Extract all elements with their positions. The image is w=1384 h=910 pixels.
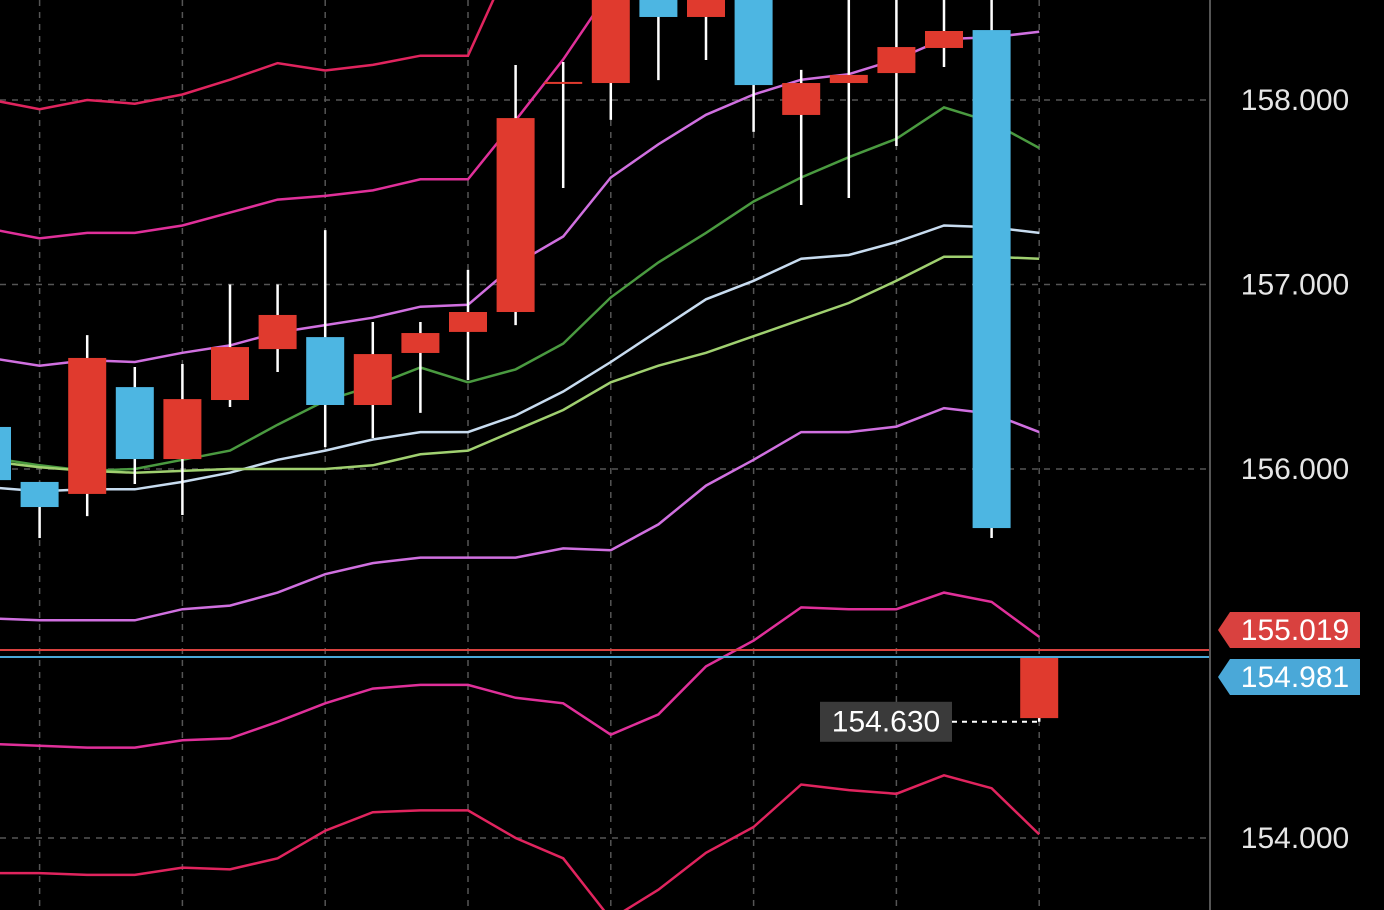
candle-body xyxy=(829,74,868,84)
candle-body xyxy=(687,0,725,17)
candle-body xyxy=(734,0,773,86)
candle-body xyxy=(258,314,297,350)
candle-body xyxy=(544,81,583,84)
candle-body xyxy=(68,357,107,494)
y-tick-label: 158.000 xyxy=(1241,84,1349,117)
candle-body xyxy=(401,333,440,353)
low-marker-label: 154.630 xyxy=(832,706,940,739)
indicator-line xyxy=(0,106,1040,473)
indicator-line xyxy=(0,255,1040,474)
y-tick-label: 154.000 xyxy=(1241,822,1349,855)
indicator-line xyxy=(0,591,1040,749)
candle-body xyxy=(20,481,59,508)
y-tick-label: 157.000 xyxy=(1241,268,1349,301)
y-tick-label: 156.000 xyxy=(1241,453,1349,486)
candle-body xyxy=(925,30,963,48)
candle-body xyxy=(306,337,345,405)
indicator-line xyxy=(0,0,495,111)
candle-body xyxy=(211,347,249,401)
candle-body xyxy=(496,118,535,313)
low-marker-box xyxy=(820,701,952,742)
candle-body xyxy=(972,30,1011,529)
candle-body xyxy=(0,426,11,481)
candle-body xyxy=(449,312,487,332)
candle-body xyxy=(591,0,630,84)
candle-body xyxy=(639,0,678,17)
y-axis: 154.000 156.000 157.000 158.000 xyxy=(1241,84,1349,855)
candle-body xyxy=(163,399,202,460)
candle-body xyxy=(115,387,154,460)
candle-body xyxy=(782,83,821,115)
price-tag-label: 154.981 xyxy=(1241,661,1349,694)
indicator-line xyxy=(0,773,1041,910)
candle-body xyxy=(1020,657,1059,719)
price-tag xyxy=(1218,612,1360,649)
candle-body xyxy=(353,354,392,405)
price-tag-label: 155.019 xyxy=(1241,614,1349,647)
candles xyxy=(0,0,1059,722)
indicator-line xyxy=(0,224,1040,493)
indicator-line xyxy=(0,406,1040,622)
price-tag xyxy=(1218,659,1360,696)
price-lines: 155.019 154.981 154.630 xyxy=(0,612,1360,742)
candle-body xyxy=(877,47,916,74)
